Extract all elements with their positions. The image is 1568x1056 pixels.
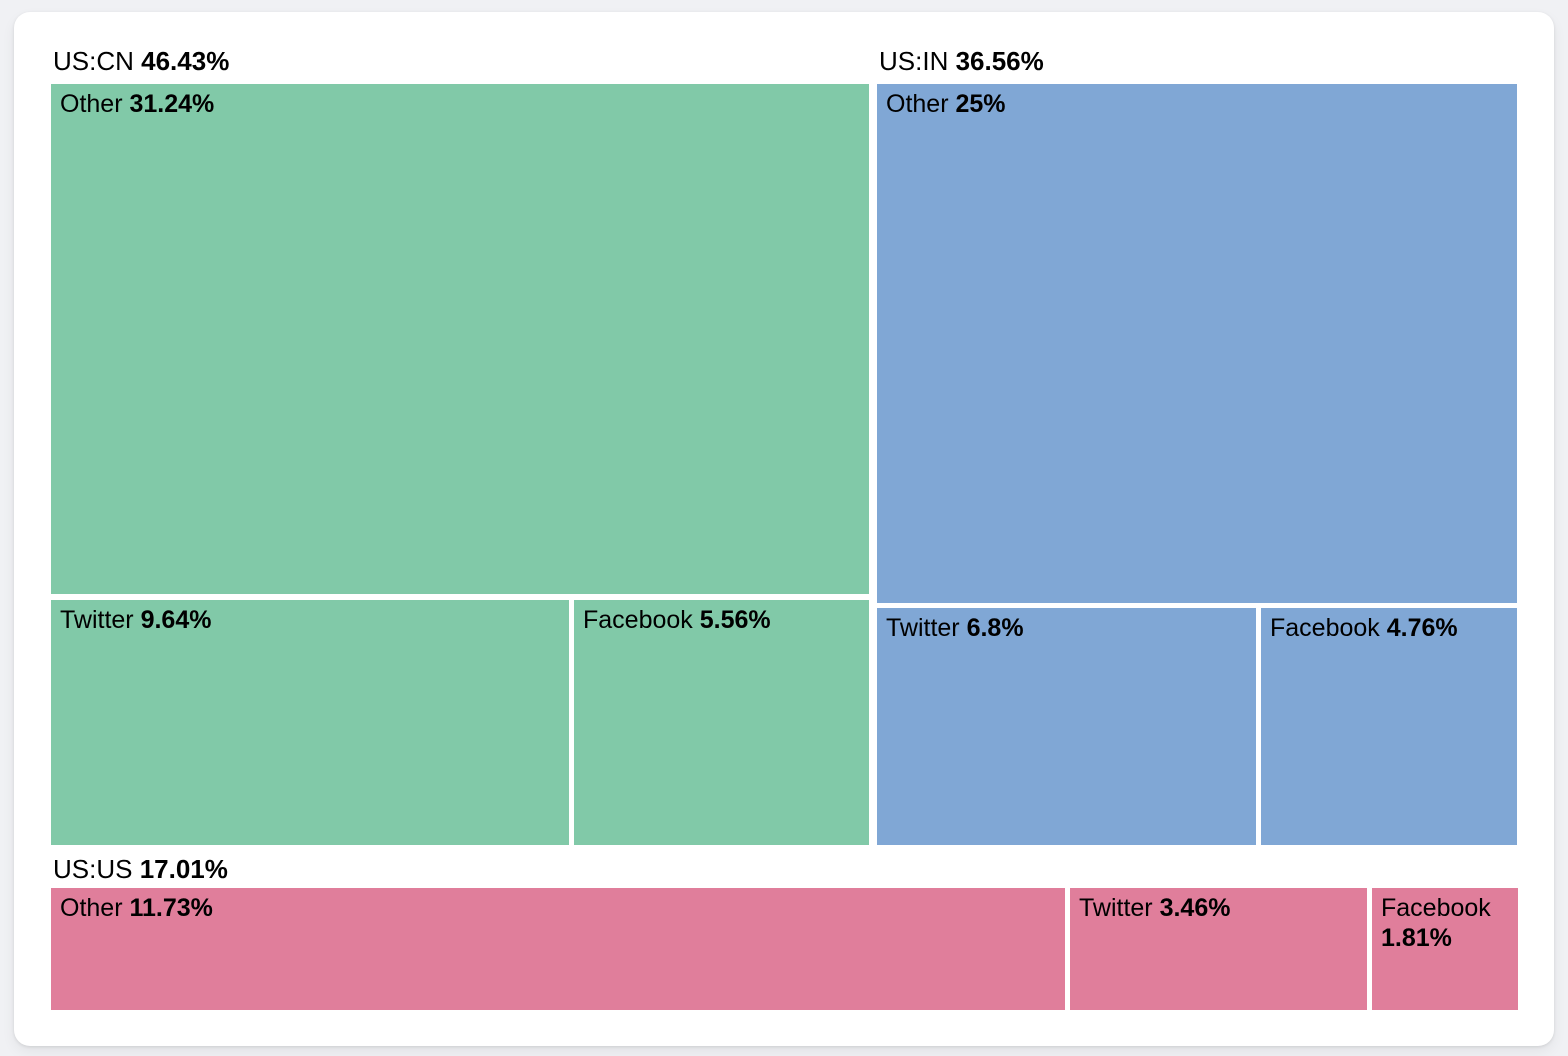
cell-label: Facebook <box>583 606 693 634</box>
treemap-cell-us-in-twitter[interactable]: Twitter 6.8% <box>877 608 1256 845</box>
cell-share: 31.24% <box>129 90 215 118</box>
cell-share: 9.64% <box>140 606 212 634</box>
group-share: 46.43% <box>141 46 230 76</box>
group-share: 17.01% <box>139 854 228 884</box>
treemap-cell-us-us-facebook[interactable]: Facebook 1.81% <box>1372 888 1518 1010</box>
cell-label: Twitter <box>1079 894 1153 922</box>
treemap-cell-us-in-facebook[interactable]: Facebook 4.76% <box>1261 608 1517 845</box>
group-name: US:IN <box>879 46 949 76</box>
group-name: US:CN <box>53 46 134 76</box>
treemap-cell-us-us-other[interactable]: Other 11.73% <box>51 888 1065 1010</box>
cell-share: 25% <box>955 90 1006 118</box>
treemap-cell-us-cn-other[interactable]: Other 31.24% <box>51 84 869 594</box>
cell-label: Facebook <box>1270 614 1380 642</box>
cell-share: 3.46% <box>1159 894 1231 922</box>
cell-label: Other <box>886 90 949 118</box>
cell-label: Facebook <box>1381 894 1491 922</box>
treemap-group-header-us-cn: US:CN 46.43% <box>53 46 229 76</box>
cell-share: 11.73% <box>129 894 213 922</box>
treemap-cell-us-in-other[interactable]: Other 25% <box>877 84 1517 603</box>
cell-share: 1.81% <box>1381 924 1452 952</box>
cell-label: Other <box>60 894 123 922</box>
chart-card: US:CN 46.43% Other 31.24% Twitter 9.64% Fac… <box>14 12 1554 1046</box>
group-name: US:US <box>53 854 133 884</box>
treemap-cell-us-cn-twitter[interactable]: Twitter 9.64% <box>51 600 569 845</box>
cell-share: 5.56% <box>699 606 771 634</box>
cell-label: Twitter <box>60 606 134 634</box>
treemap: US:CN 46.43% Other 31.24% Twitter 9.64% Fac… <box>14 12 1554 1046</box>
treemap-group-header-us-us: US:US 17.01% <box>53 854 228 884</box>
treemap-group-header-us-in: US:IN 36.56% <box>879 46 1044 76</box>
cell-label: Other <box>60 90 123 118</box>
treemap-cell-us-us-twitter[interactable]: Twitter 3.46% <box>1070 888 1367 1010</box>
group-share: 36.56% <box>955 46 1044 76</box>
cell-share: 6.8% <box>966 614 1024 642</box>
treemap-cell-us-cn-facebook[interactable]: Facebook 5.56% <box>574 600 869 845</box>
cell-share: 4.76% <box>1386 614 1458 642</box>
cell-label: Twitter <box>886 614 960 642</box>
